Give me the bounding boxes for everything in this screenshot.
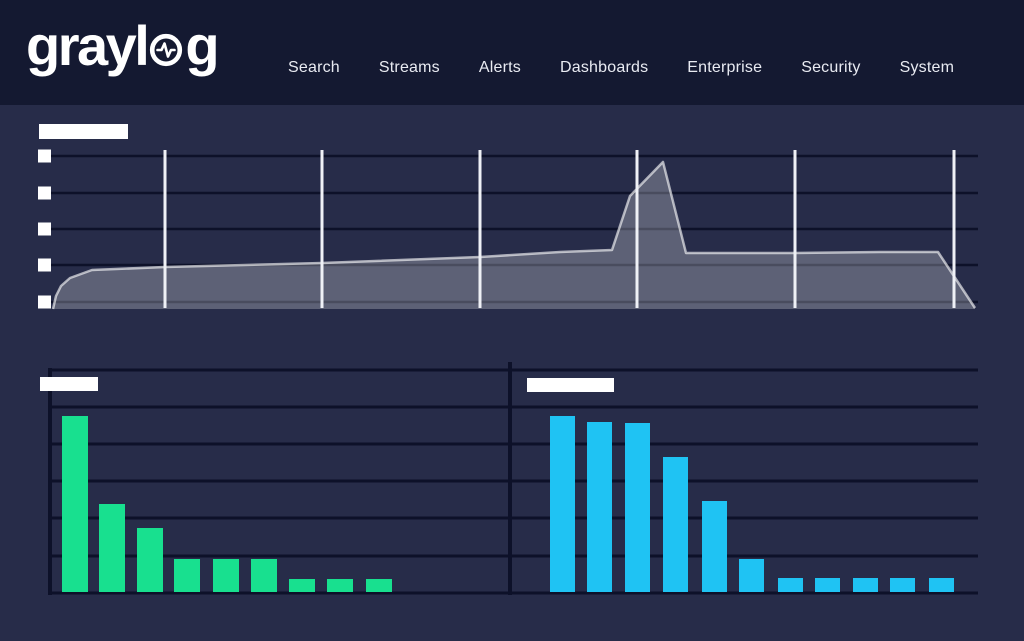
main-nav: Search Streams Alerts Dashboards Enterpr… <box>288 58 954 78</box>
blue-bar-chart-bar <box>853 578 878 592</box>
blue-bar-chart-bar <box>815 578 840 592</box>
nav-item-dashboards[interactable]: Dashboards <box>560 59 649 76</box>
nav-item-alerts[interactable]: Alerts <box>478 59 521 76</box>
blue-bar-chart-bar <box>739 559 764 592</box>
nav-item-system[interactable]: System <box>899 59 955 76</box>
area-chart-title-placeholder <box>39 124 128 139</box>
nav-item-enterprise[interactable]: Enterprise <box>687 59 763 76</box>
area-series-fill <box>53 162 975 309</box>
green-bar-chart-bar <box>366 579 392 592</box>
graylog-logo[interactable]: grayl g <box>26 12 220 79</box>
green-bar-chart-bar <box>213 559 239 592</box>
green-bar-chart-bar <box>174 559 200 592</box>
nav-item-search[interactable]: Search <box>288 59 340 76</box>
top-nav-bar: grayl g Search Streams Alerts Dashboards… <box>0 0 1024 105</box>
blue-bar-chart-bar <box>625 423 650 592</box>
logo-text-pre: grayl <box>26 14 150 77</box>
area-chart-tick-square <box>38 295 51 309</box>
area-chart-tick-square <box>38 186 51 200</box>
blue-bar-chart-bar <box>587 422 612 592</box>
blue-bar-chart-bar <box>890 578 915 592</box>
area-chart-tick-square <box>38 258 51 272</box>
green-bar-chart-bar <box>251 559 277 592</box>
blue-bar-chart-bar <box>929 578 954 592</box>
green-bar-chart-bar <box>327 579 353 592</box>
green-bar-chart-bar <box>289 579 315 592</box>
nav-item-security[interactable]: Security <box>801 59 861 76</box>
pulse-o-icon <box>150 33 183 67</box>
area-series-outline <box>51 160 977 310</box>
blue-bar-chart-bar <box>702 501 727 592</box>
green-bar-chart-bar <box>62 416 88 592</box>
area-chart-tick-square <box>38 149 51 163</box>
green-bar-chart-title-placeholder <box>40 377 98 391</box>
blue-bar-chart-title-placeholder <box>527 378 614 392</box>
area-chart-tick-square <box>38 222 51 236</box>
green-bar-chart-bar <box>137 528 163 592</box>
blue-bar-chart-bar <box>550 416 575 592</box>
green-bar-chart-bar <box>99 504 125 592</box>
blue-bar-chart-bar <box>663 457 688 592</box>
logo-text-post: g <box>185 14 219 77</box>
blue-bar-chart-bar <box>778 578 803 592</box>
nav-item-streams[interactable]: Streams <box>378 59 440 76</box>
